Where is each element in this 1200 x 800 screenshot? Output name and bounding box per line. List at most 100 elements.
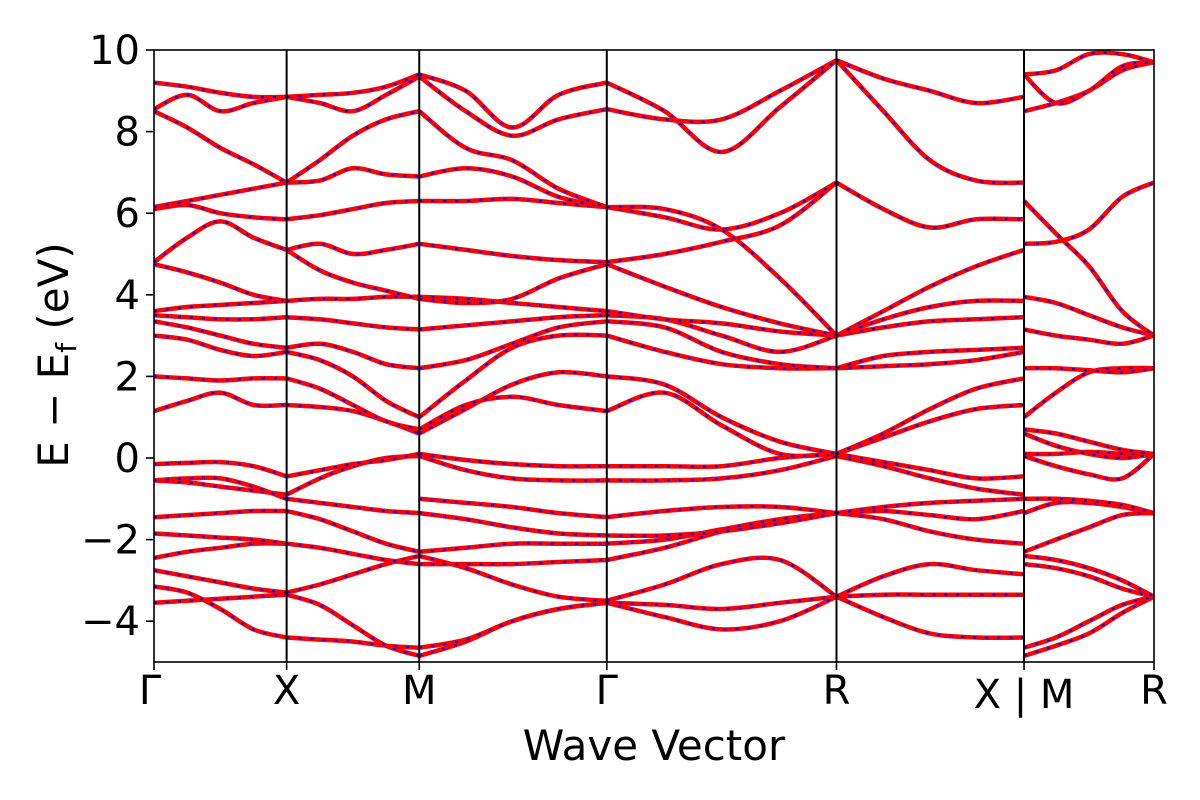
band-blue-seg2-b7 (418, 454, 607, 482)
band-blue-seg4-b7 (836, 452, 1025, 480)
band-blue-seg3-b7 (606, 454, 837, 482)
bands-layer (154, 50, 1154, 659)
band-red-seg1-b3 (286, 541, 420, 567)
band-blue-seg5-b12 (1023, 366, 1154, 374)
band-red-seg5-b16 (1022, 199, 1154, 338)
band-blue-seg4-b3 (836, 512, 1025, 545)
band-blue-seg2-b2 (419, 554, 607, 602)
high-symmetry-lines (285, 50, 1026, 662)
band-red-seg5-b4 (1023, 510, 1154, 554)
band-red-seg3-b10 (606, 374, 837, 457)
x-tick-label-5: X | M (974, 672, 1075, 718)
band-red-seg0-b15 (154, 262, 288, 304)
band-red-seg0-b19 (154, 109, 288, 185)
band-red-seg3-b11 (606, 333, 837, 371)
plot-frame (153, 49, 1155, 663)
band-red-seg3-b20 (605, 58, 838, 155)
x-tick-label-0: Γ (139, 668, 162, 714)
y-axis-ticks: −4 −2 0 2 4 6 8 10 (81, 28, 154, 645)
band-blue-seg3-b2 (606, 556, 838, 602)
y-axis-title-unit: (eV) (29, 242, 78, 343)
band-blue-seg1-b14 (286, 248, 420, 300)
y-tick-label-2: 0 (115, 436, 140, 482)
x-tick-label-6: R (1140, 668, 1168, 714)
band-red-seg1-b18 (285, 109, 420, 185)
band-blue-seg5-b11 (1023, 366, 1154, 419)
x-tick-label-4: R (823, 668, 851, 714)
band-red-seg5-b7 (1023, 452, 1154, 482)
band-blue-seg3-b15 (606, 263, 837, 337)
band-red-seg0-b5 (154, 508, 287, 520)
band-red-seg0-b12 (154, 319, 287, 351)
band-red-seg1-b12 (286, 314, 420, 332)
band-red-seg4-b14 (835, 247, 1025, 338)
y-tick-label-1: −2 (81, 518, 140, 564)
band-red-seg2-b1 (418, 600, 608, 650)
band-red-seg5-b15 (1023, 180, 1154, 247)
band-blue-seg0-b19 (154, 110, 288, 184)
band-blue-seg4-b15 (835, 181, 1025, 229)
band-blue-seg2-b12 (419, 320, 607, 370)
band-blue-seg2-b10 (418, 395, 607, 431)
band-blue-seg4-b11 (836, 346, 1025, 370)
band-blue-seg3-b19 (606, 59, 838, 124)
band-red-seg4-b1 (836, 592, 1024, 599)
band-red-seg5-b17 (1023, 60, 1154, 114)
band-red-seg2-b17 (419, 196, 607, 210)
band-red-seg1-b14 (285, 247, 420, 302)
band-red-seg0-b13 (154, 312, 287, 322)
band-red-seg5-b14 (1023, 294, 1154, 338)
y-tick-label-6: 8 (115, 110, 140, 156)
band-blue-seg4-b6 (836, 454, 1025, 496)
band-red-seg0-b11 (154, 333, 287, 359)
band-red-seg1-b13 (286, 294, 420, 304)
band-blue-seg2-b21 (418, 73, 608, 129)
band-red-seg3-b16 (606, 180, 838, 265)
band-red-seg5-b9 (1023, 431, 1154, 461)
band-blue-seg3-b12 (606, 320, 837, 370)
y-tick-label-0: −4 (81, 599, 140, 645)
band-red-seg3-b0 (606, 594, 837, 612)
band-red-seg2-b14 (419, 294, 607, 314)
y-axis-title: E − Ef (eV) (29, 242, 83, 468)
band-blue-seg1-b12 (286, 316, 420, 331)
band-blue-seg3-b0 (606, 595, 837, 611)
y-tick-label-4: 4 (115, 273, 140, 319)
band-red-seg4-b0 (835, 594, 1025, 641)
band-red-seg0-b21 (154, 80, 287, 100)
band-red-seg1-b16 (286, 198, 420, 222)
band-blue-seg1-b6 (286, 454, 420, 496)
band-blue-seg3-b10 (606, 375, 837, 455)
y-tick-label-7: 10 (89, 28, 140, 74)
band-red-seg3-b9 (605, 390, 837, 459)
band-blue-seg1-b0 (286, 636, 420, 649)
band-red-seg1-b19 (286, 74, 421, 114)
band-red-seg4-b16 (834, 58, 1025, 186)
band-blue-seg2-b5 (419, 512, 607, 537)
band-red-seg1-b10 (286, 349, 421, 420)
band-red-seg2-b16 (419, 241, 607, 265)
band-red-seg0-b8 (154, 459, 288, 479)
band-blue-seg4-b13 (836, 299, 1025, 337)
band-red-seg0-b7 (154, 475, 288, 501)
band-blue-seg3-b14 (606, 310, 837, 337)
band-blue-seg0-b20 (154, 93, 287, 113)
band-blue-seg0-b10 (154, 375, 287, 382)
band-red-seg2-b18 (418, 166, 608, 210)
band-blue-seg0-b13 (154, 314, 287, 321)
band-blue-seg2-b20 (418, 75, 608, 137)
band-red-seg1-b9 (285, 376, 420, 432)
band-red-seg2-b0 (418, 600, 608, 659)
band-blue-seg0-b14 (154, 299, 287, 313)
band-red-seg2-b3 (419, 557, 607, 567)
band-red-seg4-b2 (835, 561, 1025, 599)
band-red-seg0-b2 (154, 567, 287, 595)
x-axis-ticks: Γ X M Γ R X | M R (139, 662, 1168, 718)
band-blue-seg4-b12 (836, 316, 1025, 337)
band-red-seg0-b16 (154, 219, 288, 265)
band-red-seg5-b18 (1023, 50, 1154, 77)
band-red-seg5-b3 (1023, 553, 1154, 599)
band-red-seg2-b11 (417, 332, 607, 419)
x-tick-label-3: Γ (596, 668, 619, 714)
